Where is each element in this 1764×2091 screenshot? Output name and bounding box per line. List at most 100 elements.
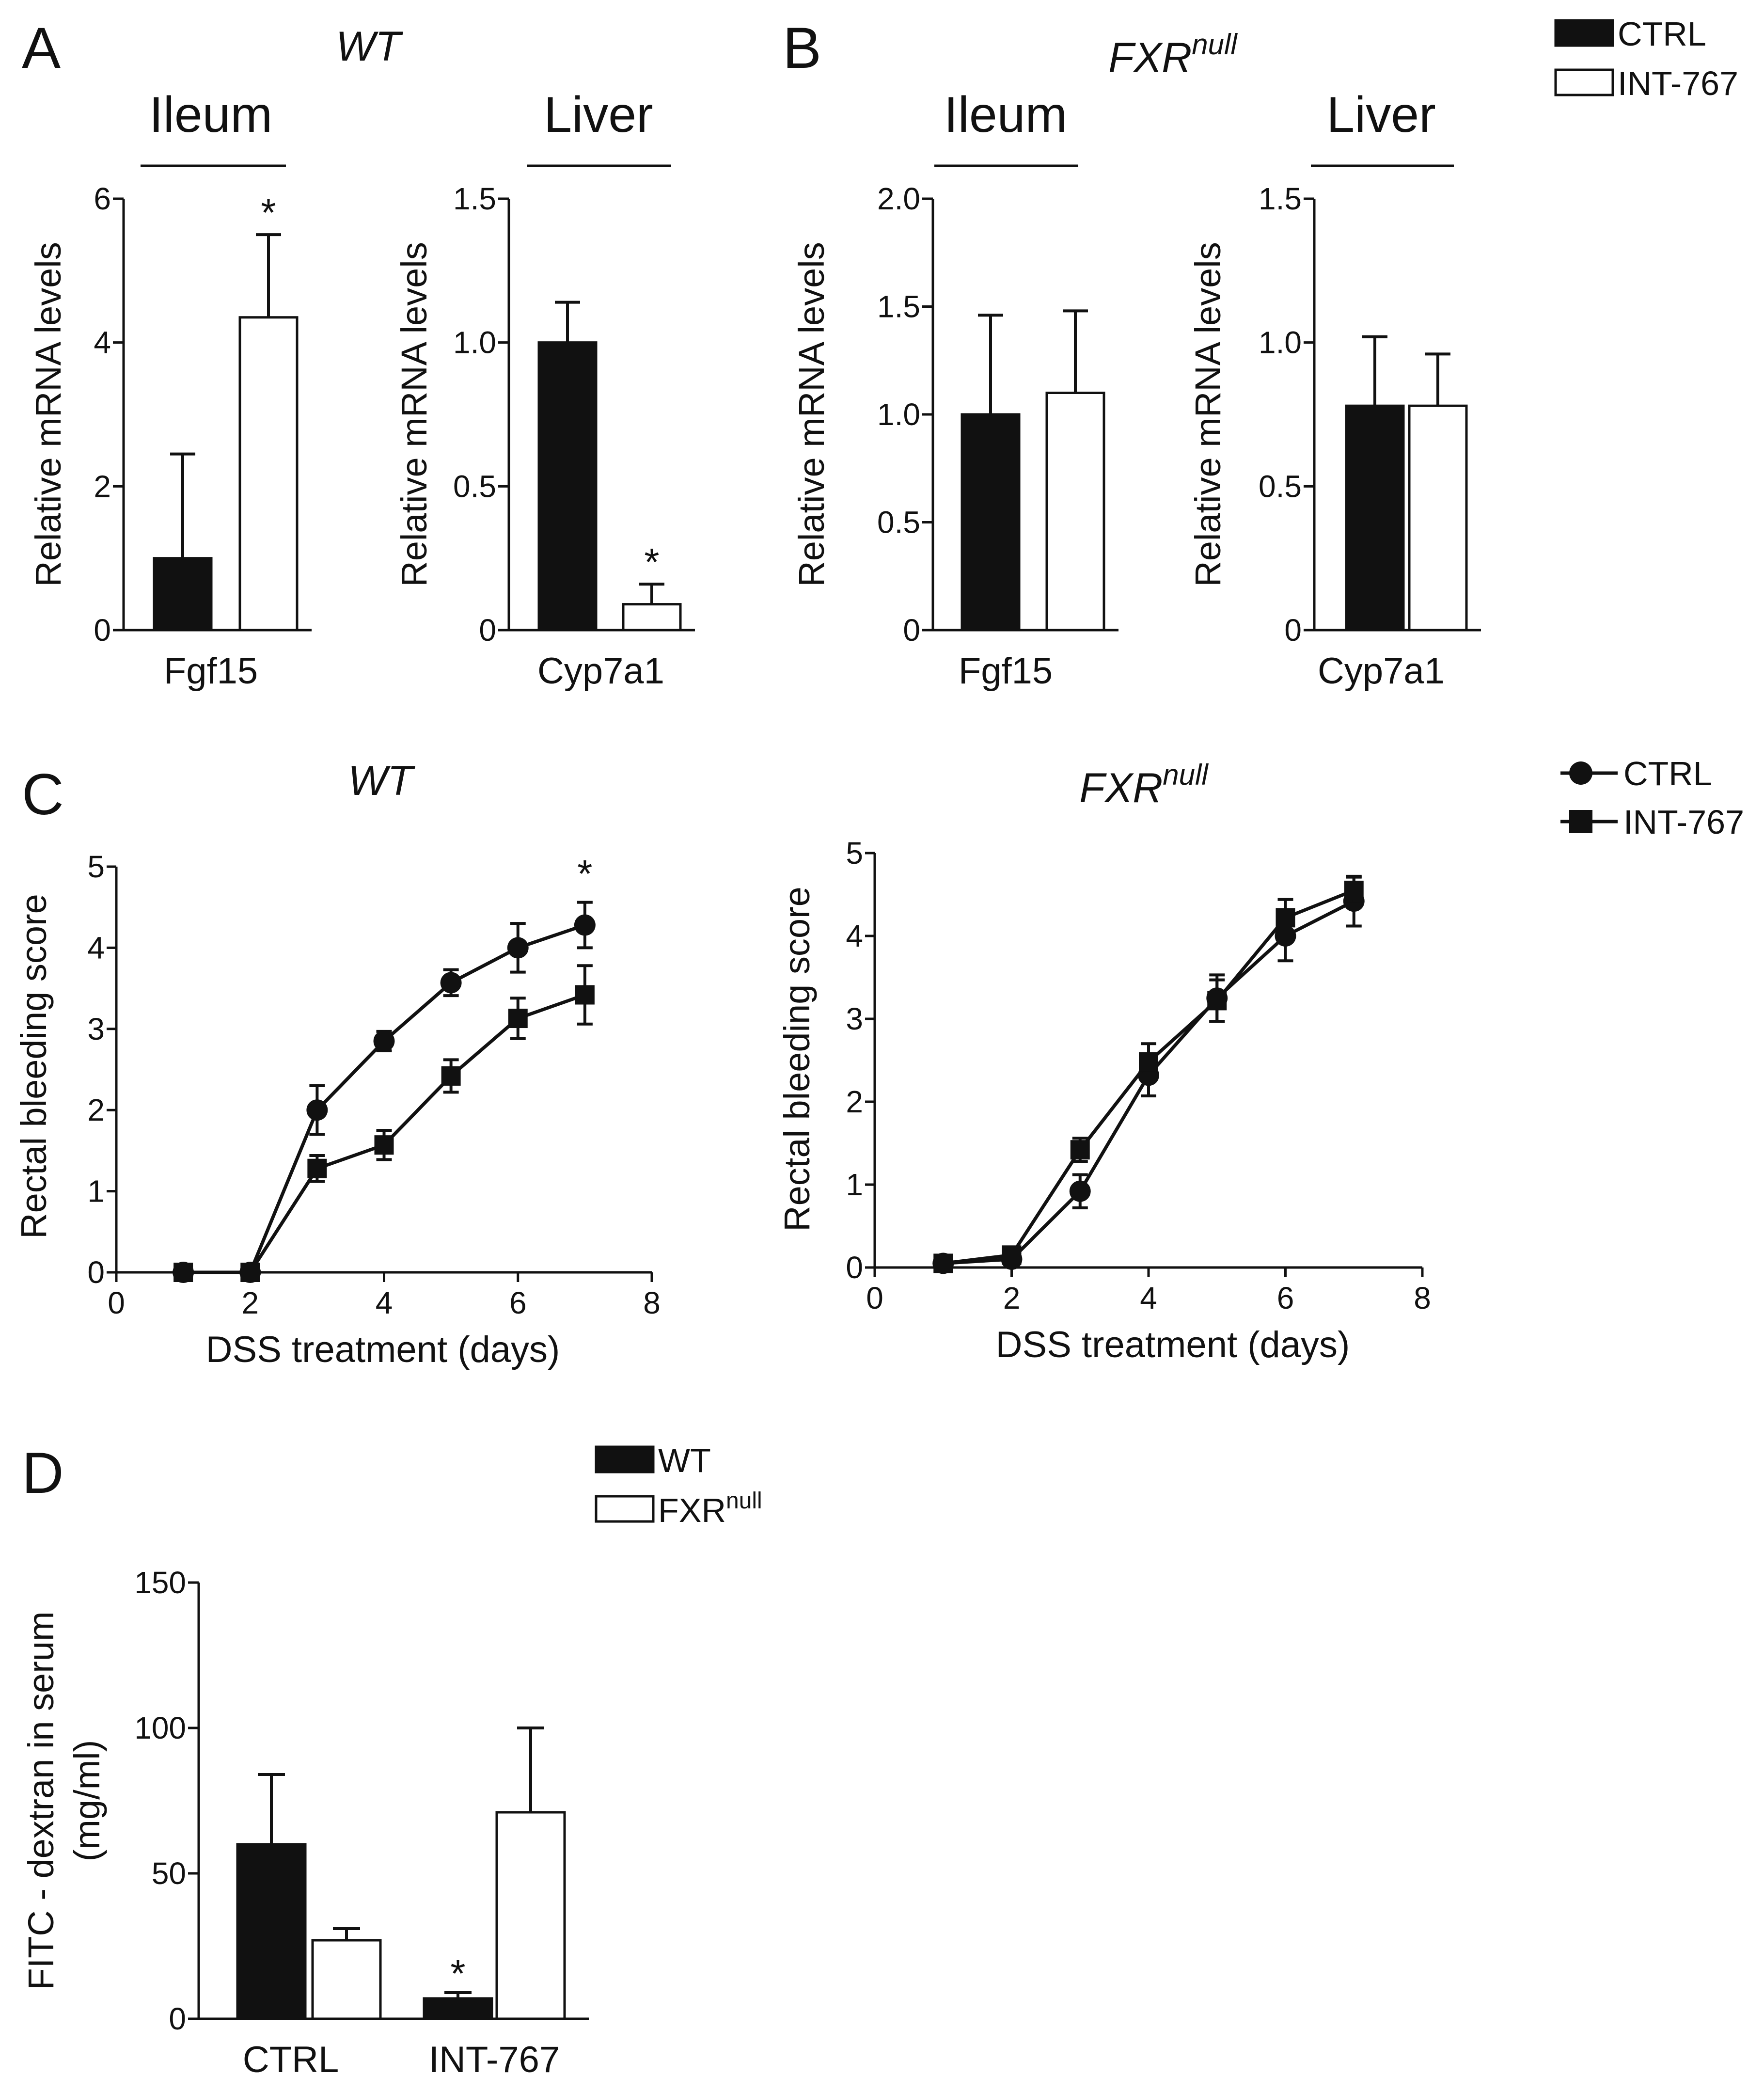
x-tick-label: 0	[108, 1285, 125, 1320]
title-a-wt: WT	[336, 23, 403, 70]
y-axis-label-line1: FITC - dextran in serum	[21, 1611, 61, 1990]
title-c-wt: WT	[348, 758, 415, 804]
tissue-label-b-ileum: Ileum	[944, 87, 1067, 143]
legend-d-wt-swatch	[595, 1445, 655, 1473]
y-tick-label: 2	[87, 1093, 105, 1127]
y-tick-label: 0	[169, 2001, 186, 2036]
point-int-767	[1070, 1140, 1090, 1160]
legend-c-ctrl-label: CTRL	[1623, 755, 1712, 792]
x-tick-label: 6	[1277, 1281, 1294, 1315]
legend-d-wt-label: WT	[658, 1442, 711, 1479]
bar-int-767	[1408, 404, 1468, 632]
chart-b-liver-cyp7a1: 0 0.5 1.0 1.5 Relative mRNA levels Cyp7a1	[1188, 181, 1481, 692]
significance-star: *	[577, 852, 592, 895]
y-axis-label: Relative mRNA levels	[1188, 242, 1228, 586]
bar-int-767	[622, 603, 682, 632]
point-int-767	[1002, 1245, 1022, 1265]
point-ctrl	[1069, 1180, 1091, 1202]
bar-wt	[423, 1997, 493, 2020]
y-axis-label: Relative mRNA levels	[791, 242, 832, 586]
chart-c-wt-bleeding: 0 1 2 3 4 5 0 2 4 6 8 Rectal bleeding score DSS trea…	[14, 849, 661, 1370]
significance-star: *	[644, 540, 659, 584]
x-category-label: Fgf15	[164, 650, 258, 692]
x-tick-label: 0	[866, 1281, 883, 1315]
y-tick-label: 4	[87, 930, 105, 965]
y-tick-label: 2.0	[877, 181, 920, 216]
legend-c-int-label: INT-767	[1623, 803, 1744, 841]
bar-fxr-null	[495, 1811, 566, 2020]
y-tick-label: 0	[479, 613, 496, 648]
legend-ab-int-label: INT-767	[1618, 64, 1738, 102]
legend-d-fxr-swatch	[595, 1495, 655, 1523]
y-tick-label: 0	[94, 613, 111, 648]
x-tick-label: 2	[241, 1285, 259, 1320]
y-tick-label: 0	[846, 1250, 863, 1285]
y-tick-label: 0	[87, 1255, 105, 1290]
y-tick-label: 0	[1284, 613, 1302, 648]
point-ctrl	[574, 914, 596, 936]
bar-ctrl	[537, 341, 598, 632]
bar-int-767	[238, 316, 299, 632]
x-category-label: INT-767	[429, 2039, 560, 2080]
y-tick-label: 0.5	[453, 469, 496, 504]
y-tick-label: 0	[903, 613, 920, 648]
y-tick-label: 5	[87, 849, 105, 884]
x-tick-label: 8	[1414, 1281, 1431, 1315]
panel-label-a: A	[22, 16, 61, 80]
y-tick-label: 1.0	[877, 397, 920, 432]
point-ctrl	[440, 972, 462, 994]
point-int-767	[575, 985, 595, 1005]
point-int-767	[307, 1158, 327, 1178]
y-tick-label: 1	[87, 1174, 105, 1209]
chart-b-ileum-fgf15: 0 0.5 1.0 1.5 2.0 Relative mRNA levels Fgf15	[791, 181, 1118, 692]
point-ctrl	[306, 1099, 328, 1121]
y-tick-label: 50	[152, 1856, 186, 1891]
significance-star: *	[261, 191, 276, 234]
y-axis-label: Relative mRNA levels	[28, 242, 68, 586]
legend-c-int-marker	[1569, 810, 1592, 833]
x-tick-label: 6	[509, 1285, 527, 1320]
title-b-fxr: FXRnull	[1108, 28, 1238, 81]
y-tick-label: 1.5	[453, 181, 496, 216]
panel-label-c: C	[22, 762, 64, 827]
x-tick-label: 4	[376, 1285, 393, 1320]
y-tick-label: 0.5	[1259, 469, 1302, 504]
y-tick-label: 150	[134, 1565, 186, 1600]
y-tick-label: 2	[846, 1084, 863, 1119]
point-int-767	[240, 1263, 260, 1282]
point-int-767	[441, 1066, 461, 1086]
panel-label-d: D	[22, 1441, 64, 1505]
significance-star: *	[450, 1952, 465, 1995]
point-int-767	[1344, 880, 1364, 900]
chart-a-ileum-fgf15: 0 2 4 6 Relative mRNA levels Fgf15 *	[28, 181, 312, 692]
tissue-label-a-ileum: Ileum	[149, 87, 272, 143]
y-tick-label: 5	[846, 836, 863, 871]
x-tick-label: 4	[1140, 1281, 1157, 1315]
x-tick-label: 8	[643, 1285, 661, 1320]
y-tick-label: 1	[846, 1167, 863, 1202]
bar-ctrl	[961, 413, 1021, 632]
y-tick-label: 6	[94, 181, 111, 216]
y-tick-label: 100	[134, 1711, 186, 1745]
point-int-767	[173, 1263, 193, 1282]
y-tick-label: 4	[846, 919, 863, 953]
point-int-767	[1207, 991, 1227, 1011]
y-tick-label: 1.0	[1259, 325, 1302, 360]
y-tick-label: 1.5	[1259, 181, 1302, 216]
x-category-label: CTRL	[243, 2039, 339, 2080]
x-category-label: Fgf15	[959, 650, 1053, 692]
point-int-767	[374, 1135, 394, 1155]
y-tick-label: 3	[87, 1012, 105, 1046]
y-axis-label: Relative mRNA levels	[394, 242, 434, 586]
point-ctrl	[373, 1030, 395, 1052]
point-int-767	[508, 1009, 528, 1029]
y-tick-label: 2	[94, 469, 111, 504]
chart-c-fxr-bleeding: 0 1 2 3 4 5 0 2 4 6 8 Rectal bleeding score DSS trea…	[777, 836, 1431, 1365]
chart-d-fitc-dextran: 0 50 100 150 FITC - dextran in serum (mg/ml) C…	[21, 1565, 589, 2080]
point-ctrl	[507, 937, 529, 959]
chart-a-liver-cyp7a1: 0 0.5 1.0 1.5 Relative mRNA levels Cyp7a1 *	[394, 181, 695, 692]
x-tick-label: 2	[1003, 1281, 1021, 1315]
legend-c-ctrl-marker	[1569, 761, 1592, 785]
y-axis-label: Rectal bleeding score	[14, 894, 54, 1239]
point-int-767	[1139, 1052, 1158, 1072]
